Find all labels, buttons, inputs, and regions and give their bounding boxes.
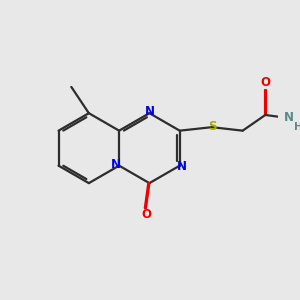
- Text: S: S: [208, 120, 216, 133]
- Text: N: N: [144, 105, 154, 118]
- Text: N: N: [111, 158, 122, 171]
- Text: O: O: [260, 76, 270, 89]
- Text: N: N: [284, 111, 294, 124]
- Text: O: O: [141, 208, 151, 221]
- Text: H: H: [294, 122, 300, 132]
- Text: N: N: [176, 160, 187, 173]
